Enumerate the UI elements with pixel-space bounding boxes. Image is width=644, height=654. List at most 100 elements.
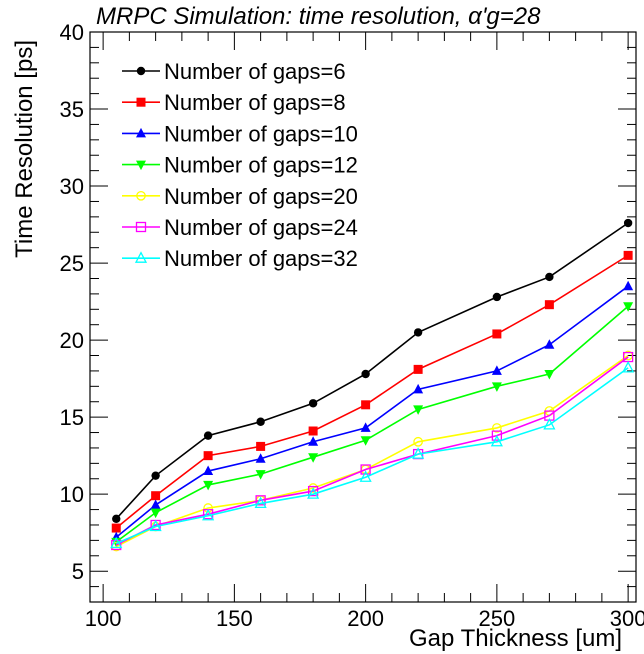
legend-marker (136, 190, 146, 201)
plot-frame (89, 31, 637, 603)
data-point (111, 523, 121, 533)
legend-entry: Number of gaps=10 (122, 121, 358, 146)
data-point (622, 360, 635, 373)
y-tick-label: 15 (60, 405, 84, 430)
data-point (544, 339, 555, 349)
data-point (110, 536, 123, 549)
x-tick-label: 150 (216, 606, 253, 631)
series-line (115, 367, 629, 545)
legend-label: Number of gaps=12 (164, 153, 358, 178)
y-axis-label: Time Resolution [ps] (11, 40, 38, 258)
y-tick-label: 40 (60, 20, 84, 45)
x-tick-label: 100 (85, 606, 122, 631)
data-point (308, 399, 318, 408)
data-point (361, 369, 370, 379)
y-tick-label: 5 (72, 559, 84, 584)
legend-entry: Number of gaps=12 (122, 153, 358, 178)
legend-marker (135, 221, 147, 233)
data-point (202, 508, 215, 521)
data-point (412, 447, 425, 459)
data-point (203, 451, 213, 461)
data-point (544, 370, 555, 380)
data-point (623, 280, 634, 291)
legend-label: Number of gaps=8 (164, 90, 346, 115)
series-line (115, 305, 629, 543)
x-tick-label: 250 (479, 606, 516, 631)
legend-marker (136, 127, 146, 138)
data-point (545, 272, 554, 282)
data-point (111, 539, 122, 551)
data-point (151, 491, 161, 501)
legend-marker (136, 97, 146, 107)
data-point (307, 487, 320, 499)
legend-entry: Number of gaps=8 (122, 90, 346, 115)
data-point (492, 423, 502, 433)
y-tick-label: 20 (60, 328, 84, 353)
data-point (491, 365, 502, 375)
data-point (491, 382, 502, 392)
chart-title: MRPC Simulation: time resolution, α'g=28 (96, 3, 541, 30)
data-point (255, 495, 266, 506)
data-point (623, 302, 634, 312)
data-point (492, 292, 502, 302)
data-point (491, 430, 503, 441)
data-point (203, 480, 214, 491)
data-point (361, 400, 371, 410)
data-point (492, 329, 502, 339)
data-point (256, 441, 266, 451)
legend-label: Number of gaps=10 (164, 121, 358, 146)
series-2 (111, 250, 633, 533)
data-point (149, 519, 162, 532)
data-point (359, 470, 372, 482)
legend-label: Number of gaps=6 (164, 59, 346, 84)
data-point (360, 436, 371, 446)
data-point (623, 250, 633, 260)
data-point (254, 496, 267, 509)
legend-marker (136, 160, 146, 171)
x-tick-label: 300 (610, 606, 644, 631)
legend-entry: Number of gaps=24 (122, 215, 358, 240)
legend-entry: Number of gaps=20 (122, 184, 358, 209)
data-point (360, 464, 371, 475)
legend-marker (134, 251, 148, 263)
data-point (203, 465, 214, 476)
data-point (413, 328, 423, 337)
y-tick-label: 25 (60, 251, 84, 276)
data-point (308, 426, 318, 436)
legend-label: Number of gaps=20 (164, 184, 358, 209)
data-point (151, 471, 160, 480)
data-point (413, 383, 424, 394)
x-tick-label: 200 (347, 606, 384, 631)
data-point (203, 503, 213, 513)
data-point (623, 218, 633, 228)
data-point (490, 434, 503, 447)
legend-label: Number of gaps=32 (164, 246, 358, 271)
y-tick-label: 35 (60, 97, 84, 122)
data-point (360, 422, 371, 432)
data-point (307, 485, 319, 497)
series-6 (111, 351, 634, 551)
legend-label: Number of gaps=24 (164, 215, 358, 240)
data-point (112, 514, 121, 524)
data-point (255, 453, 266, 463)
series-line (115, 354, 629, 548)
data-point (543, 417, 556, 430)
series-line (115, 285, 629, 538)
series-5 (111, 350, 633, 552)
x-axis-label: Gap Thickness [um] (409, 625, 622, 652)
data-point (256, 417, 265, 426)
data-point (413, 436, 423, 447)
data-point (308, 436, 319, 446)
legend-entry: Number of gaps=6 (122, 59, 346, 84)
series-1 (112, 218, 633, 524)
y-tick-label: 30 (60, 174, 84, 199)
series-4 (111, 302, 634, 548)
legend-marker (136, 66, 146, 76)
y-tick-label: 10 (60, 482, 84, 507)
series-line (115, 254, 629, 529)
series-line (115, 356, 629, 546)
data-point (255, 470, 266, 480)
data-point (413, 405, 424, 415)
data-point (544, 300, 554, 310)
